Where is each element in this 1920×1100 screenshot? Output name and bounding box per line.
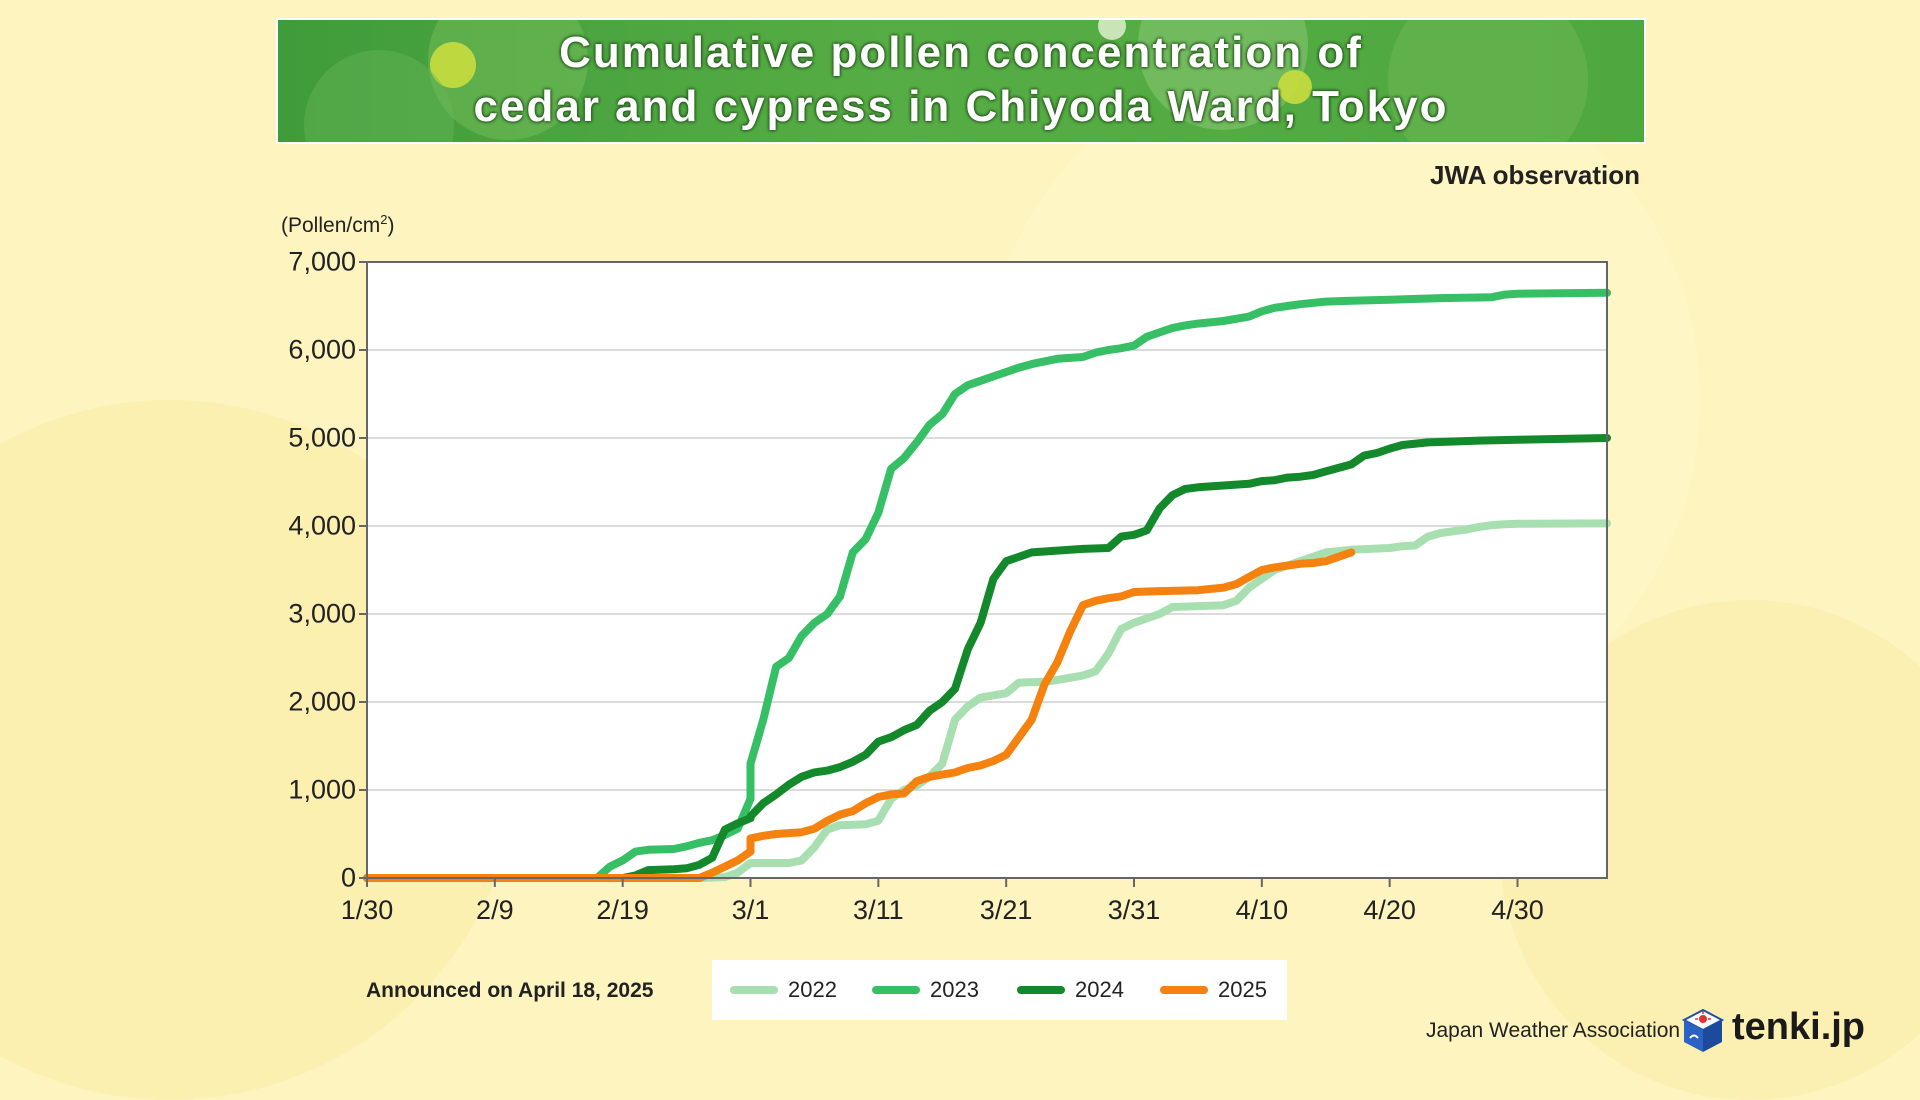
tenki-cube-icon <box>1682 1008 1724 1052</box>
announcement-date: Announced on April 18, 2025 <box>366 979 654 1002</box>
x-tick-label: 1/30 <box>340 895 394 925</box>
x-tick-label: 4/20 <box>1363 895 1416 925</box>
legend-item-2025: 2025 <box>1160 960 1267 1020</box>
x-tick-label: 2/9 <box>476 895 514 925</box>
series-line-2022 <box>363 519 1611 882</box>
y-tick-label: 7,000 <box>288 246 356 277</box>
y-tick-label: 0 <box>340 862 356 893</box>
organization-name: Japan Weather Association <box>1426 1019 1681 1042</box>
legend-swatch-2024 <box>1017 986 1065 994</box>
y-axis-unit-label: (Pollen/cm2) <box>281 212 395 237</box>
x-tick-label: 4/10 <box>1235 895 1289 925</box>
x-tick-label: 3/11 <box>853 895 904 925</box>
legend-item-2023: 2023 <box>872 960 979 1020</box>
y-tick-label: 2,000 <box>288 686 356 717</box>
y-tick-marks <box>359 261 367 879</box>
legend-swatch-2022 <box>730 986 778 994</box>
x-tick-marks <box>366 878 1519 887</box>
x-tick-label: 3/31 <box>1107 895 1161 925</box>
x-tick-label: 2/19 <box>596 895 649 925</box>
series-lines <box>363 288 1611 882</box>
x-tick-label: 3/21 <box>979 895 1033 925</box>
legend-item-2024: 2024 <box>1017 960 1124 1020</box>
series-line-2025 <box>363 548 1356 882</box>
legend-swatch-2025 <box>1160 986 1208 994</box>
x-tick-label: 4/30 <box>1491 895 1544 925</box>
brand-logo-text: tenki.jp <box>1732 1006 1866 1048</box>
banner-bubble <box>1278 70 1312 104</box>
legend-label-2024: 2024 <box>1075 977 1124 1002</box>
y-tick-label: 4,000 <box>288 510 356 541</box>
y-tick-label: 5,000 <box>288 422 356 453</box>
data-source-label: JWA observation <box>1430 160 1640 190</box>
series-line-2024 <box>363 434 1611 882</box>
plot-border <box>366 261 1608 879</box>
banner-bubble <box>1098 20 1126 40</box>
title-banner: Cumulative pollen concentration of cedar… <box>276 18 1646 144</box>
legend-swatch-2023 <box>872 986 920 994</box>
x-tick-label: 3/1 <box>731 895 770 925</box>
legend-label-2023: 2023 <box>930 977 979 1002</box>
banner-bubble <box>430 42 476 88</box>
legend: 2022 2023 2024 2025 <box>712 960 1287 1020</box>
y-tick-label: 1,000 <box>288 774 356 805</box>
y-tick-label: 6,000 <box>288 334 356 365</box>
legend-label-2025: 2025 <box>1218 977 1267 1002</box>
y-tick-label: 3,000 <box>288 598 356 629</box>
chart-title: Cumulative pollen concentration of cedar… <box>473 28 1449 131</box>
banner-bubble <box>1388 20 1588 142</box>
legend-label-2022: 2022 <box>788 977 837 1002</box>
legend-item-2022: 2022 <box>730 960 837 1020</box>
plot-area <box>367 262 1607 878</box>
